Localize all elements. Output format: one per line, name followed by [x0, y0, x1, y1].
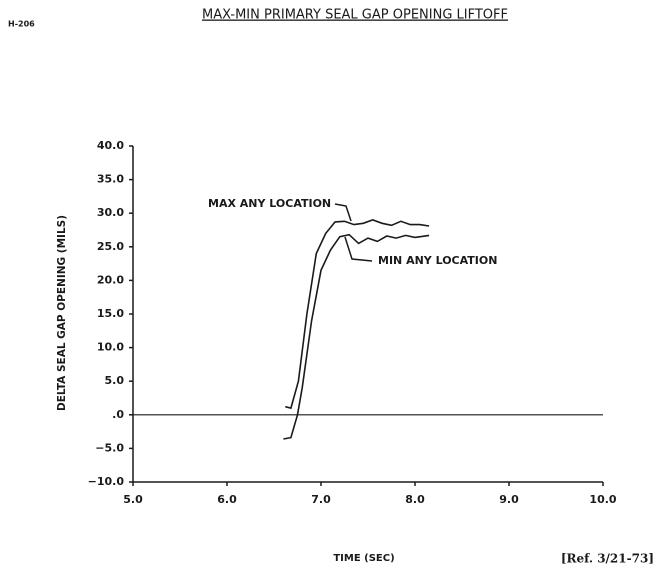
x-tick-label: 6.0: [217, 493, 237, 506]
y-tick-label: 20.0: [97, 273, 124, 286]
y-tick-label: 5.0: [105, 374, 125, 387]
y-axis-label: DELTA SEAL GAP OPENING (MILS): [56, 215, 68, 411]
x-tick-label: 8.0: [405, 493, 425, 506]
y-tick-label: 25.0: [97, 240, 124, 253]
y-tick-label: 35.0: [97, 173, 124, 186]
x-tick-label: 9.0: [499, 493, 519, 506]
y-tick-label: −5.0: [95, 441, 124, 454]
data-line: [285, 219, 430, 410]
data-line: [283, 233, 430, 440]
y-tick-label: .0: [112, 408, 124, 421]
annotation: MAX ANY LOCATION: [208, 197, 331, 210]
reference: [Ref. 3/21-73]: [561, 552, 654, 566]
y-tick-label: 40.0: [97, 139, 124, 152]
x-tick-label: 5.0: [123, 493, 143, 506]
y-tick-label: 15.0: [97, 307, 124, 320]
y-tick-label: −10.0: [88, 475, 125, 488]
page-label: H-206: [8, 20, 35, 29]
annotation: MIN ANY LOCATION: [378, 254, 497, 267]
x-tick-label: 10.0: [589, 493, 616, 506]
y-tick-label: 10.0: [97, 341, 124, 354]
x-axis-label: TIME (SEC): [333, 553, 394, 564]
annotation-arrow: [334, 203, 352, 222]
chart-title: MAX-MIN PRIMARY SEAL GAP OPENING LIFTOFF: [202, 8, 508, 23]
annotation-arrow: [344, 236, 373, 262]
y-tick-label: 30.0: [97, 206, 124, 219]
x-tick-label: 7.0: [311, 493, 331, 506]
